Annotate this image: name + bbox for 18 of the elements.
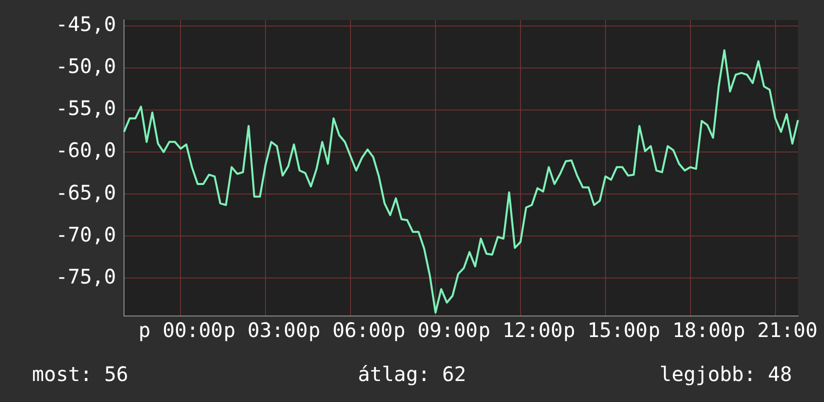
text: átlag: 62 [358,362,466,386]
x-tick-label: p 18:00 [648,318,733,342]
x-tick-label: p 12:00 [478,318,563,342]
y-tick-label: -65,0 [56,180,116,204]
y-tick-label: -55,0 [56,96,116,120]
text: legjobb: 48 [660,362,792,386]
y-tick-label: -70,0 [56,222,116,246]
x-tick-label: p 03:00 [223,318,308,342]
text: most: 56 [32,362,128,386]
x-tick-label: p 21:00 [733,318,818,342]
x-tick-label: p 06:00 [308,318,393,342]
y-tick-label: -75,0 [56,264,116,288]
y-tick-label: -60,0 [56,138,116,162]
x-tick-label: p 09:00 [393,318,478,342]
x-tick-label: p 00:00 [138,318,223,342]
y-tick-label: -45,0 [56,12,116,36]
x-tick-label: p 15:00 [563,318,648,342]
y-tick-label: -50,0 [56,54,116,78]
